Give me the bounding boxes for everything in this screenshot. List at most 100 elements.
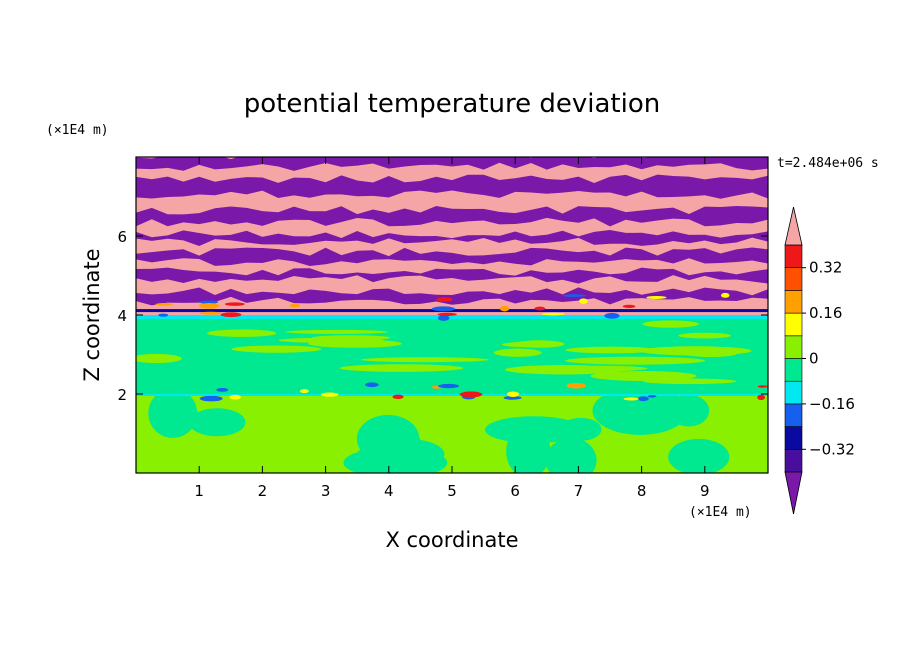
middle-streak <box>136 353 182 364</box>
middle-streak <box>565 356 706 365</box>
boundary-4 <box>136 309 768 313</box>
chart-title: potential temperature deviation <box>244 89 660 119</box>
eddy <box>646 295 667 299</box>
colorbar-extend-min <box>784 471 803 515</box>
eddy <box>199 395 223 402</box>
colorbar-segment <box>784 290 803 314</box>
middle-streak <box>493 348 542 357</box>
colorbar: 0.32 0.16 0 −0.16 −0.32 <box>784 206 855 515</box>
x-tick-label: 5 <box>447 482 457 500</box>
middle-streak <box>678 332 731 339</box>
eddy <box>499 305 510 312</box>
eddy <box>637 396 649 402</box>
middle-streak <box>339 364 464 372</box>
eddy <box>365 382 379 388</box>
eddy <box>622 304 636 308</box>
colorbar-segment <box>784 380 803 405</box>
middle-streak <box>308 339 402 348</box>
eddy <box>320 392 339 397</box>
eddy <box>534 306 546 311</box>
eddy <box>566 382 586 389</box>
boundary-4-cyan <box>136 315 768 319</box>
eddy <box>459 391 483 398</box>
eddy <box>224 302 245 306</box>
eddy <box>436 297 453 302</box>
middle-streak <box>639 346 752 356</box>
eddy <box>155 303 173 306</box>
eddy <box>506 391 520 397</box>
middle-streak <box>590 371 697 381</box>
colorbar-segment <box>784 448 803 473</box>
middle-streak <box>360 357 489 363</box>
middle-streak <box>565 346 658 354</box>
lower-blob <box>148 388 198 438</box>
x-tick-label: 8 <box>637 482 647 500</box>
eddy <box>721 292 730 298</box>
colorbar-segment <box>784 312 803 337</box>
time-label: t=2.484e+06 s <box>777 156 879 171</box>
eddy <box>158 313 169 317</box>
x-tick-label: 4 <box>384 482 394 500</box>
eddy <box>438 383 460 389</box>
eddy <box>503 395 522 400</box>
colorbar-segment <box>784 426 803 450</box>
colorbar-segment <box>784 403 803 427</box>
x-axis-label: X coordinate <box>385 528 518 552</box>
eddy <box>198 300 219 304</box>
eddy <box>757 394 766 401</box>
x-tick-label: 7 <box>574 482 584 500</box>
upper-band <box>136 206 768 227</box>
eddy <box>198 302 220 309</box>
eddy <box>541 312 565 316</box>
upper-band <box>136 267 768 284</box>
colorbar-label: −0.16 <box>809 395 855 413</box>
y-tick-label: 2 <box>117 386 127 404</box>
contour-field <box>136 157 768 473</box>
eddy <box>289 303 301 308</box>
lower-blob <box>370 430 421 454</box>
eddy <box>431 306 456 312</box>
x-tick-label: 9 <box>700 482 710 500</box>
middle-streak <box>285 329 389 334</box>
colorbar-label: 0.16 <box>809 304 842 322</box>
x-tick-label: 6 <box>510 482 520 500</box>
upper-band <box>136 174 768 199</box>
x-axis: 1 2 3 4 5 6 7 8 9 <box>194 157 710 500</box>
y-unit-label: (×1E4 m) <box>46 123 109 138</box>
x-unit-label: (×1E4 m) <box>689 505 752 520</box>
y-axis-label: Z coordinate <box>80 248 104 381</box>
y-axis: 2 4 6 <box>117 228 768 404</box>
eddy <box>562 294 586 298</box>
colorbar-label: 0 <box>809 350 819 368</box>
eddy <box>579 298 588 304</box>
x-tick-label: 1 <box>194 482 204 500</box>
colorbar-segment <box>784 358 803 382</box>
colorbar-extend-max <box>784 206 803 246</box>
lower-blob <box>668 438 730 473</box>
eddy <box>757 385 768 388</box>
middle-streak <box>642 320 699 328</box>
colorbar-label: 0.32 <box>809 259 842 277</box>
y-tick-label: 6 <box>117 228 127 246</box>
middle-streak <box>207 329 277 337</box>
lower-blob <box>545 437 597 473</box>
x-tick-label: 2 <box>258 482 268 500</box>
eddy <box>623 397 639 401</box>
x-tick-label: 3 <box>321 482 331 500</box>
eddy <box>437 315 450 321</box>
middle-streak <box>231 345 322 353</box>
boundary-2 <box>136 394 768 396</box>
colorbar-label: −0.32 <box>809 440 855 458</box>
lower-blob <box>485 416 583 444</box>
upper-band <box>136 230 768 246</box>
eddy <box>647 395 657 398</box>
eddy <box>216 387 229 392</box>
eddy <box>604 312 620 319</box>
upper-band <box>136 247 768 267</box>
eddy <box>437 312 457 316</box>
eddy <box>229 394 241 400</box>
lower-blob <box>592 386 689 435</box>
y-tick-label: 4 <box>117 307 127 325</box>
middle-streak <box>513 340 565 348</box>
